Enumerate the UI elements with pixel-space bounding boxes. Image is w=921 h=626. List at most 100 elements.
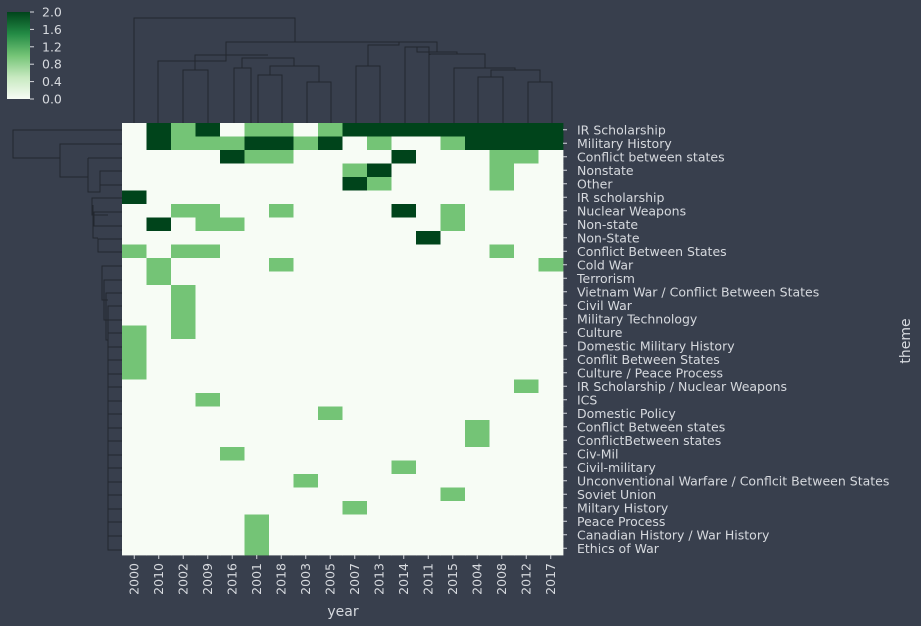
heatmap-cell xyxy=(122,325,147,340)
heatmap-cell xyxy=(146,325,172,340)
column-dendrogram xyxy=(133,17,553,123)
y-tick-label: Nonstate xyxy=(577,163,634,178)
heatmap-cell xyxy=(416,487,441,502)
heatmap-cell xyxy=(318,244,343,259)
heatmap-cell xyxy=(122,190,147,205)
heatmap-cell xyxy=(244,541,270,556)
heatmap-cell xyxy=(465,190,490,205)
heatmap-cell xyxy=(367,339,392,353)
heatmap-cells xyxy=(122,123,564,556)
heatmap-cell xyxy=(367,244,392,259)
heatmap-cell xyxy=(416,271,441,286)
heatmap-cell xyxy=(440,123,466,137)
heatmap-cell xyxy=(244,217,270,232)
heatmap-cell xyxy=(465,352,490,367)
heatmap-cell xyxy=(342,285,368,299)
heatmap-cell xyxy=(391,123,417,137)
heatmap-cell xyxy=(538,163,564,178)
x-tick-label: 2016 xyxy=(224,563,239,595)
heatmap-cell xyxy=(538,325,564,340)
heatmap-cell xyxy=(318,298,343,313)
heatmap-cell xyxy=(416,204,441,218)
heatmap-cell xyxy=(489,231,515,245)
x-tick-label: 2014 xyxy=(396,563,411,595)
heatmap-cell xyxy=(195,163,221,178)
heatmap-cell xyxy=(514,163,539,178)
heatmap-cell xyxy=(538,190,564,205)
heatmap-cell xyxy=(269,352,294,367)
column-dendrogram-link xyxy=(429,53,486,68)
y-tick-label: IR scholarship xyxy=(577,190,664,205)
heatmap-cell xyxy=(465,298,490,313)
heatmap-cell xyxy=(367,366,392,380)
heatmap-cell xyxy=(342,312,368,326)
heatmap-cell xyxy=(171,312,196,326)
y-tick-label: Cold War xyxy=(577,257,634,272)
heatmap-cell xyxy=(440,352,466,367)
column-dendrogram-link xyxy=(404,46,430,123)
heatmap-cell xyxy=(269,366,294,380)
heatmap-cell xyxy=(318,406,343,421)
heatmap-cell xyxy=(465,177,490,191)
heatmap-cell xyxy=(489,420,515,434)
column-dendrogram-link xyxy=(367,42,400,66)
heatmap-cell xyxy=(195,460,221,475)
heatmap-cell xyxy=(195,406,221,421)
heatmap-cell xyxy=(269,406,294,421)
heatmap-cell xyxy=(318,312,343,326)
heatmap-cell xyxy=(171,244,196,259)
heatmap-cell xyxy=(391,312,417,326)
colorbar-tick-label: 0.0 xyxy=(42,92,62,107)
y-tick-label: Conflict between states xyxy=(577,149,725,164)
heatmap-cell xyxy=(293,514,319,529)
heatmap-cell xyxy=(195,285,221,299)
heatmap-cell xyxy=(489,352,515,367)
heatmap-cell xyxy=(391,366,417,380)
heatmap-cell xyxy=(293,136,319,151)
heatmap-cell xyxy=(416,136,441,151)
heatmap-cell xyxy=(440,163,466,178)
heatmap-cell xyxy=(171,325,196,340)
heatmap-cell xyxy=(342,352,368,367)
heatmap-cell xyxy=(293,379,319,394)
heatmap-cell xyxy=(146,150,172,164)
heatmap-cell xyxy=(391,393,417,407)
heatmap-cell xyxy=(367,460,392,475)
y-axis-label: theme xyxy=(898,318,914,363)
y-tick-label: Culture / Peace Process xyxy=(577,365,723,380)
heatmap-cell xyxy=(318,163,343,178)
heatmap-cell xyxy=(244,150,270,164)
y-tick-label: Soviet Union xyxy=(577,487,656,502)
heatmap-cell xyxy=(538,366,564,380)
heatmap-cell xyxy=(293,420,319,434)
heatmap-cell xyxy=(514,366,539,380)
heatmap-cell xyxy=(244,163,270,178)
heatmap-cell xyxy=(465,406,490,421)
heatmap-cell xyxy=(171,514,196,529)
heatmap-cell xyxy=(342,258,368,272)
heatmap-cell xyxy=(171,204,196,218)
heatmap-cell xyxy=(318,514,343,529)
heatmap-cell xyxy=(538,244,564,259)
heatmap-cell xyxy=(440,433,466,448)
heatmap-cell xyxy=(391,514,417,529)
heatmap-cell xyxy=(538,231,564,245)
heatmap-cell xyxy=(318,217,343,232)
heatmap-cell xyxy=(195,352,221,367)
heatmap-cell xyxy=(489,217,515,232)
heatmap-cell xyxy=(367,325,392,340)
heatmap-cell xyxy=(514,298,539,313)
heatmap-cell xyxy=(171,217,196,232)
heatmap-cell xyxy=(367,285,392,299)
colorbar-tick-label: 0.8 xyxy=(42,57,62,72)
heatmap-cell xyxy=(122,379,147,394)
heatmap-cell xyxy=(538,204,564,218)
x-tick-label: 2001 xyxy=(249,563,264,595)
heatmap-cell xyxy=(440,460,466,475)
heatmap-cell xyxy=(171,285,196,299)
heatmap-cell xyxy=(367,501,392,515)
x-tick-label: 2015 xyxy=(445,563,460,595)
heatmap-cell xyxy=(195,177,221,191)
heatmap-cell xyxy=(146,217,172,232)
heatmap-cell xyxy=(220,177,245,191)
